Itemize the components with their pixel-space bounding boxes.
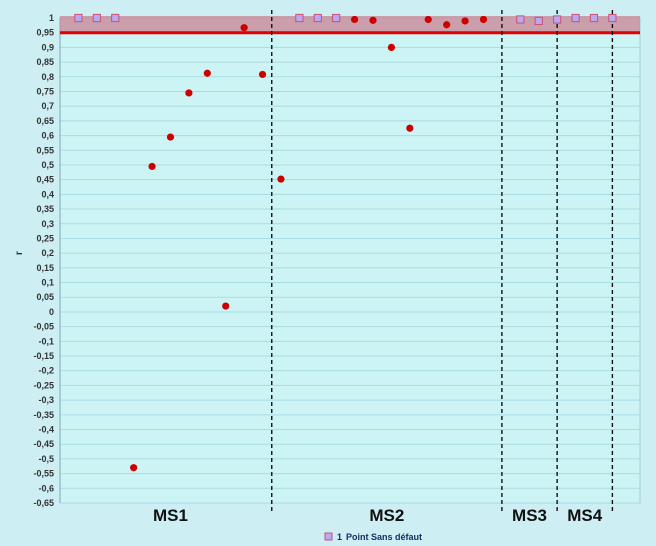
ok-point xyxy=(295,13,304,23)
faulty-point xyxy=(148,162,156,171)
y-tick-label: -0,05 xyxy=(33,322,54,332)
y-tick-label: 0,25 xyxy=(36,233,54,243)
ok-point xyxy=(516,15,525,24)
faulty-point xyxy=(222,302,230,310)
y-tick-label: 0,35 xyxy=(36,204,54,214)
y-tick-label: 0,3 xyxy=(41,219,54,229)
y-tick-label: 1 xyxy=(49,13,54,23)
y-tick-label: 0,4 xyxy=(41,189,54,199)
faulty-point xyxy=(479,15,488,24)
y-tick-label: -0,5 xyxy=(38,454,54,464)
y-tick-label: 0,65 xyxy=(36,116,54,126)
ok-point xyxy=(571,13,580,23)
grid-lines xyxy=(59,17,640,504)
ok-point xyxy=(74,13,83,23)
y-tick-label: 0,8 xyxy=(41,72,54,82)
faulty-point xyxy=(424,15,432,24)
faulty-point xyxy=(203,69,211,77)
legend-label: Point Sans défaut xyxy=(346,532,422,542)
faulty-point xyxy=(277,175,285,183)
y-tick-label: 0,05 xyxy=(36,292,54,302)
threshold-band xyxy=(60,16,640,33)
y-tick-label: 0,45 xyxy=(36,175,54,185)
threshold-band-group xyxy=(60,16,640,35)
y-axis-ticks: -0,65 -0,6 -0,55 -0,5 -0,45 -0,4 -0,35 -0,3 -0,2… xyxy=(33,13,54,508)
ok-point xyxy=(553,15,562,24)
y-tick-label: 0,5 xyxy=(41,160,54,170)
faulty-point xyxy=(130,464,138,472)
y-tick-label: -0,1 xyxy=(38,336,54,346)
legend-number: 1 xyxy=(337,532,342,542)
ok-point xyxy=(608,13,617,23)
y-tick-label: -0,4 xyxy=(38,425,54,435)
faulty-point xyxy=(240,24,248,32)
legend-swatch-icon xyxy=(324,532,333,541)
ok-point xyxy=(111,13,120,23)
y-tick-label: -0,35 xyxy=(33,410,54,420)
data-points xyxy=(74,13,617,472)
faulty-point xyxy=(185,89,193,97)
faulty-point xyxy=(461,17,469,25)
section-label-ms2: MS2 xyxy=(369,506,404,525)
y-tick-label: 0,95 xyxy=(36,28,54,38)
section-labels: MS1 MS2 MS3 MS4 xyxy=(153,506,603,525)
y-axis-label: r xyxy=(14,251,25,255)
y-tick-label: -0,15 xyxy=(33,351,54,361)
faulty-point xyxy=(443,21,451,29)
faulty-point xyxy=(406,124,414,132)
ok-point xyxy=(313,13,322,23)
y-tick-label: -0,55 xyxy=(33,469,54,479)
section-label-ms1: MS1 xyxy=(153,506,188,525)
faulty-point xyxy=(258,70,267,79)
y-tick-label: 0,55 xyxy=(36,145,54,155)
y-tick-label: 0,85 xyxy=(36,57,54,67)
y-tick-label: -0,65 xyxy=(33,498,54,508)
faulty-point xyxy=(387,43,396,51)
y-tick-label: 0,6 xyxy=(41,131,54,141)
y-tick-label: -0,25 xyxy=(33,380,54,390)
y-tick-label: 0,2 xyxy=(41,248,54,258)
y-tick-label: 0,15 xyxy=(36,263,54,273)
y-tick-label: 0 xyxy=(49,307,54,317)
y-tick-label: -0,3 xyxy=(38,395,54,405)
faulty-point xyxy=(369,16,377,24)
y-tick-label: -0,45 xyxy=(33,439,54,449)
ok-point xyxy=(332,13,341,23)
y-tick-label: 0,7 xyxy=(41,101,54,111)
y-tick-label: -0,6 xyxy=(38,483,54,493)
legend: 1 Point Sans défaut xyxy=(324,532,422,542)
y-tick-label: 0,1 xyxy=(41,278,54,288)
section-label-ms3: MS3 xyxy=(512,506,547,525)
y-tick-label: 0,9 xyxy=(41,42,54,52)
y-tick-label: -0,2 xyxy=(38,366,54,376)
ok-point xyxy=(92,13,101,23)
ok-point xyxy=(534,16,543,26)
faulty-point xyxy=(351,15,359,24)
ok-point xyxy=(589,13,599,23)
faulty-point xyxy=(166,133,175,141)
y-tick-label: 0,75 xyxy=(36,86,54,96)
plot-area xyxy=(59,17,641,504)
section-label-ms4: MS4 xyxy=(567,506,603,525)
